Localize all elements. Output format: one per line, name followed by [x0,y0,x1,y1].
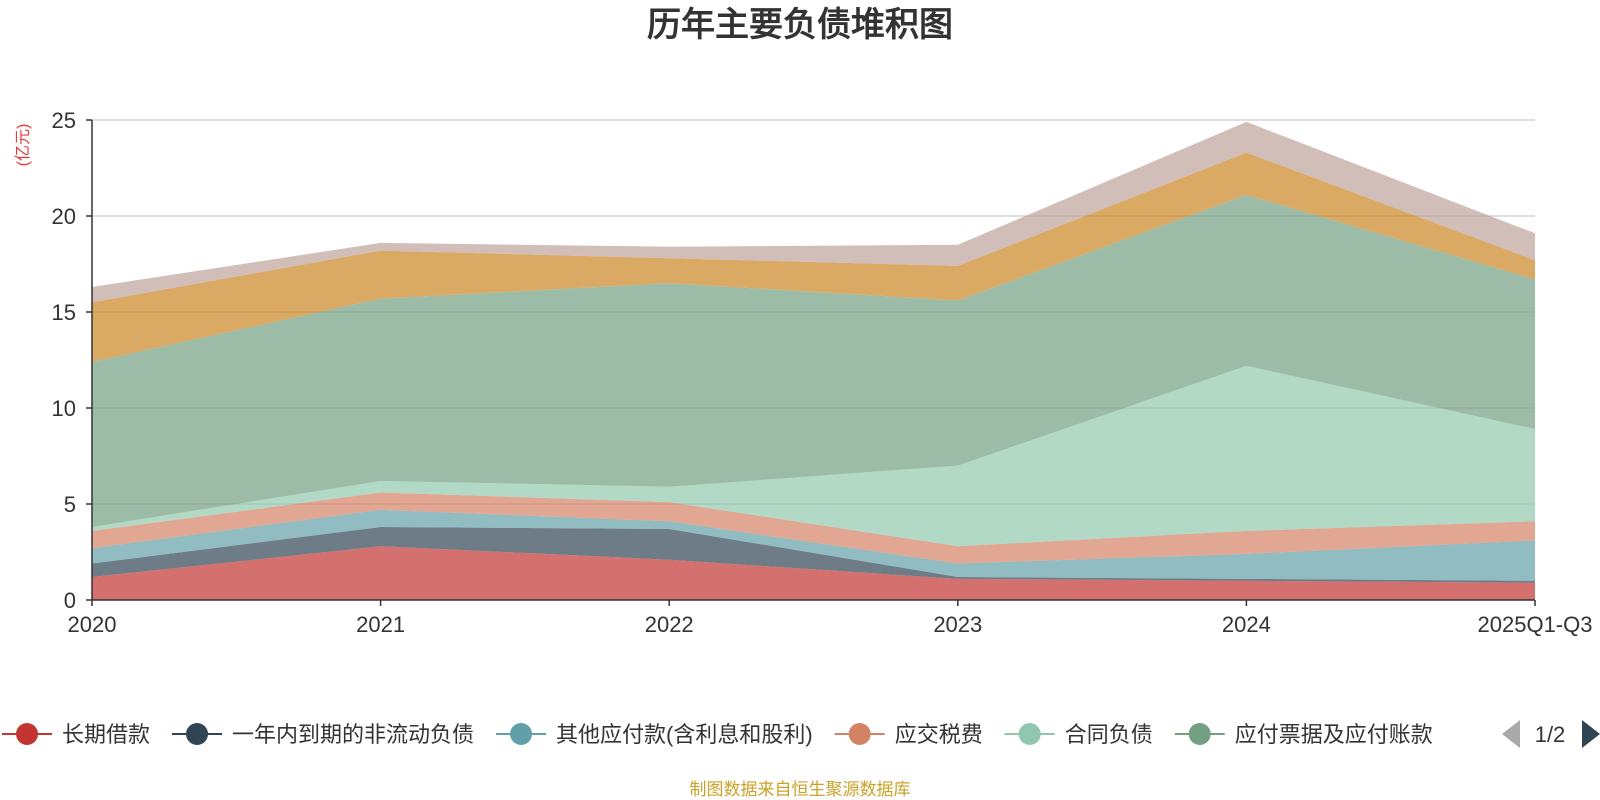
y-tick-label: 10 [52,396,76,421]
legend-label: 应付票据及应付账款 [1235,722,1433,747]
axes [91,120,1535,601]
y-tick-label: 20 [52,204,76,229]
x-tick-label: 2021 [356,612,405,637]
y-tick-label: 0 [64,588,76,613]
chart-title: 历年主要负债堆积图 [647,6,953,44]
y-tick-label: 25 [52,108,76,133]
legend-circle-icon [1018,723,1041,745]
area-series-7[interactable] [92,152,1535,362]
legend-label: 一年内到期的非流动负债 [232,722,474,747]
area-series-3[interactable] [92,509,1535,581]
y-tick-label: 5 [64,492,76,517]
y-tick-labels: 0 5 10 15 20 25 [52,108,92,613]
area-series-1[interactable] [92,546,1535,600]
legend-item[interactable]: 一年内到期的非流动负债 [172,722,474,747]
legend-label: 合同负债 [1065,722,1153,747]
legend-circle-icon [848,723,871,745]
legend: 长期借款 一年内到期的非流动负债 其他应付款(含利息和股利) 应交税费 合同负债 应付票据… [2,722,1433,747]
legend-label: 其他应付款(含利息和股利) [556,722,813,747]
area-series-8[interactable] [92,121,1535,303]
area-series-2[interactable] [92,527,1535,583]
legend-page-indicator: 1/2 [1535,722,1566,747]
legend-item[interactable]: 应付票据及应付账款 [1174,722,1433,747]
y-axis-unit-label: (亿元) [14,124,32,167]
legend-circle-icon [16,723,38,745]
legend-circle-icon [1188,723,1211,745]
x-tick-labels: 2020 2021 2022 2023 2024 2025Q1-Q3 [68,600,1593,637]
legend-item[interactable]: 合同负债 [1004,722,1153,747]
legend-prev-icon[interactable] [1502,720,1520,748]
area-series-5[interactable] [92,365,1535,547]
legend-item[interactable]: 应交税费 [834,722,983,747]
legend-label: 长期借款 [62,722,150,747]
area-series-4[interactable] [92,492,1535,564]
area-series-6[interactable] [92,194,1535,527]
x-tick-label: 2024 [1222,612,1271,637]
x-tick-label: 2023 [933,612,982,637]
legend-next-icon[interactable] [1582,720,1600,748]
legend-circle-icon [186,723,209,745]
legend-pager: 1/2 [1502,720,1600,748]
legend-circle-icon [510,723,533,745]
legend-item[interactable]: 长期借款 [2,722,150,747]
legend-item[interactable]: 其他应付款(含利息和股利) [496,722,813,747]
x-tick-label: 2020 [68,612,117,637]
x-tick-label: 2022 [645,612,694,637]
x-tick-label: 2025Q1-Q3 [1478,612,1593,637]
area-series-group [92,121,1535,600]
legend-label: 应交税费 [895,722,983,747]
source-text: 制图数据来自恒生聚源数据库 [690,780,911,799]
y-tick-label: 15 [52,300,76,325]
